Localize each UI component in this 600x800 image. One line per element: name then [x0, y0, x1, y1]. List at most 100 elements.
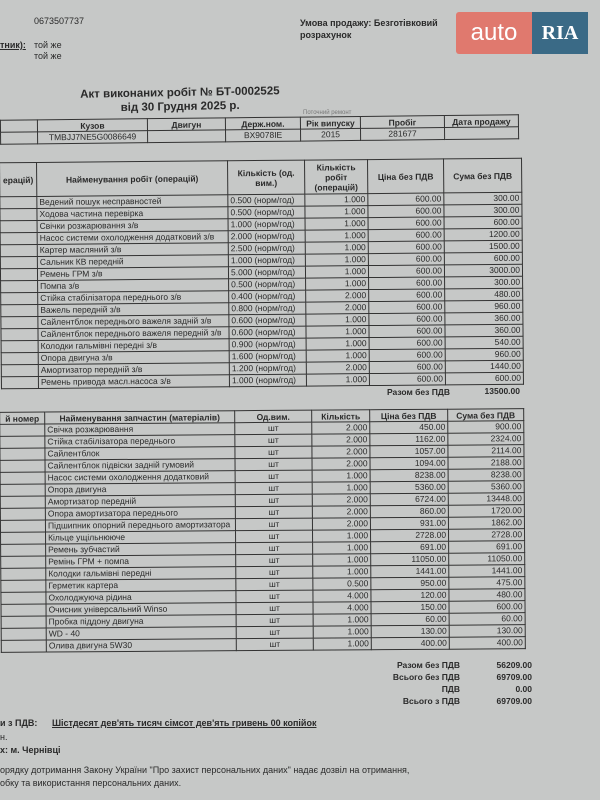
work-price: 600.00	[367, 192, 444, 206]
work-price: 600.00	[368, 240, 445, 254]
total-row: ПДВ 0.00	[360, 684, 532, 696]
part-qty: 1.000	[312, 541, 371, 555]
totals-block: Разом без ПДВ 56209.00 Всього без ПДВ 69709…	[360, 660, 532, 708]
part-name: Насос системи охолодження додатковий	[45, 470, 236, 485]
part-sum: 2324.00	[447, 432, 524, 446]
vehicle-header: Рік випуску	[300, 116, 361, 130]
work-ops-qty: 1.000	[306, 337, 370, 351]
autoria-logo: auto RIA	[456, 12, 588, 54]
part-sum: 900.00	[447, 420, 524, 434]
part-unit: шт	[236, 614, 314, 627]
work-sum: 300.00	[444, 276, 523, 289]
work-sum: 1440.00	[445, 360, 524, 373]
part-unit: шт	[235, 542, 313, 555]
works-header: Кількість робіт (операцій)	[304, 159, 368, 195]
work-price: 600.00	[368, 216, 445, 230]
row-code	[0, 316, 38, 329]
work-name: Ремень привода масл.насоса з/в	[38, 374, 230, 389]
part-qty: 1.000	[312, 469, 371, 483]
part-sum: 691.00	[448, 540, 525, 554]
row-code	[1, 628, 47, 641]
row-code	[0, 268, 38, 281]
works-header: ерацій)	[0, 162, 37, 197]
row-code	[0, 232, 38, 245]
work-price: 600.00	[368, 300, 445, 314]
part-unit: шт	[235, 482, 313, 495]
part-sum: 8238.00	[448, 468, 525, 482]
part-sum: 480.00	[448, 588, 525, 602]
part-qty: 2.000	[312, 493, 371, 507]
row-code	[0, 448, 46, 461]
part-qty: 2.000	[312, 505, 371, 519]
logo-ria: RIA	[532, 12, 588, 54]
row-code	[0, 520, 46, 533]
row-code	[0, 508, 46, 521]
work-ops-qty: 1.000	[305, 277, 369, 291]
vehicle-value	[147, 129, 226, 143]
total-value: 56209.00	[496, 660, 532, 670]
part-price: 2728.00	[370, 529, 449, 542]
work-sum: 1200.00	[444, 228, 523, 241]
work-ops-qty: 2.000	[305, 301, 369, 315]
part-price: 5360.00	[370, 481, 449, 494]
part-unit: шт	[235, 518, 313, 531]
row-code	[0, 220, 38, 233]
row-code	[0, 328, 39, 341]
part-qty: 4.000	[312, 589, 372, 603]
work-ops-qty: 2.000	[305, 289, 369, 303]
row-code	[0, 280, 38, 293]
part-qty: 2.000	[311, 421, 370, 435]
row-code	[0, 436, 45, 449]
row-code	[1, 376, 39, 389]
row-code	[0, 244, 38, 257]
part-sum: 400.00	[449, 636, 526, 650]
work-sum: 3000.00	[444, 264, 523, 277]
total-label: Всього з ПДВ	[402, 696, 460, 706]
work-unit-qty: 2.500 (норм/год)	[228, 242, 306, 255]
row-code	[0, 496, 46, 509]
work-price: 600.00	[368, 288, 445, 302]
place: х: м. Чернівці	[0, 745, 61, 755]
work-ops-qty: 1.000	[305, 253, 369, 267]
work-sum: 540.00	[445, 336, 524, 349]
part-qty: 1.000	[313, 637, 372, 651]
part-sum: 475.00	[448, 576, 525, 590]
part-qty: 4.000	[313, 601, 372, 615]
part-qty: 1.000	[312, 481, 371, 495]
work-sum: 300.00	[443, 204, 523, 217]
row-code	[0, 292, 38, 305]
vehicle-value: 281677	[360, 127, 445, 141]
work-unit-qty: 0.500 (норм/год)	[227, 194, 305, 207]
amount-words-label: и з ПДВ:	[0, 718, 38, 728]
work-unit-qty: 2.000 (норм/год)	[228, 230, 306, 243]
part-sum: 1441.00	[448, 564, 525, 578]
works-header: Кількість (од. вим.)	[227, 160, 305, 195]
work-price: 600.00	[369, 360, 446, 374]
row-code	[1, 640, 47, 653]
row-code	[0, 484, 46, 497]
payer: той же	[34, 40, 62, 50]
work-ops-qty: 1.000	[305, 313, 369, 327]
part-sum: 60.00	[449, 612, 526, 626]
vehicle-value	[0, 131, 38, 145]
part-name: Підшипник опорний переднього амортизатор…	[45, 518, 236, 533]
work-sum: 600.00	[444, 252, 523, 265]
part-unit: шт	[235, 578, 313, 591]
vehicle-header	[0, 119, 38, 133]
work-price: 600.00	[368, 228, 445, 242]
work-unit-qty: 0.500 (норм/год)	[227, 206, 306, 219]
part-price: 8238.00	[370, 469, 449, 482]
part-sum: 2114.00	[447, 444, 524, 458]
parts-header: Ціна без ПДВ	[369, 409, 448, 422]
part-unit: шт	[235, 554, 313, 567]
part-unit: шт	[235, 494, 313, 507]
work-price: 600.00	[368, 252, 445, 266]
work-sum: 360.00	[444, 324, 524, 337]
part-price: 1162.00	[369, 433, 448, 446]
row-code	[0, 424, 45, 437]
work-sum: 600.00	[444, 216, 523, 229]
work-ops-qty: 1.000	[305, 217, 369, 231]
row-code	[1, 352, 39, 365]
payer-label: тник):	[0, 40, 26, 50]
part-price: 1441.00	[370, 565, 449, 578]
